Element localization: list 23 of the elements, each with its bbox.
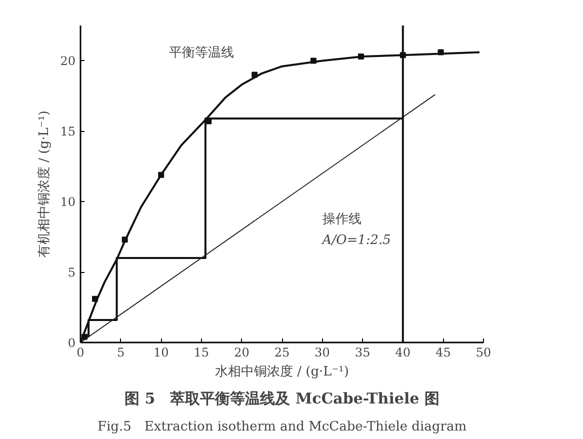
y-tick-label: 5 — [68, 266, 76, 280]
x-tick-label: 5 — [116, 346, 125, 360]
text: Fig.5 Extraction isotherm and McCabe-Thiele diagram — [97, 420, 467, 434]
x-tick-label: 35 — [354, 346, 370, 360]
x-axis-title: 水相中铜浓度 / (g·L⁻¹) — [215, 364, 349, 380]
text: 图 5 萃取平衡等温线及 McCabe-Thiele 图 — [124, 390, 440, 408]
y-tick-label: 20 — [60, 54, 76, 68]
x-tick-label: 15 — [194, 346, 210, 360]
x-tick-label: 25 — [274, 346, 290, 360]
x-tick-label: 20 — [234, 346, 250, 360]
y-tick-label: 15 — [60, 124, 76, 139]
x-tick-label: 30 — [314, 346, 330, 360]
y-axis-title: 有机相中铜浓度 / (g·L⁻¹) — [36, 110, 52, 258]
x-tick-label: 40 — [395, 346, 411, 360]
x-tick-label: 10 — [153, 346, 169, 360]
y-tick-label: 10 — [60, 195, 76, 210]
annotation: 平衡等温线 — [169, 46, 234, 61]
x-tick-label: 50 — [476, 346, 492, 360]
x-tick-label: 45 — [436, 346, 451, 360]
y-tick-label: 0 — [68, 336, 76, 350]
x-tick-label: 0 — [76, 346, 84, 360]
annotation: 操作线 — [322, 212, 362, 227]
annotation: A/O=1:2.5 — [321, 233, 391, 248]
